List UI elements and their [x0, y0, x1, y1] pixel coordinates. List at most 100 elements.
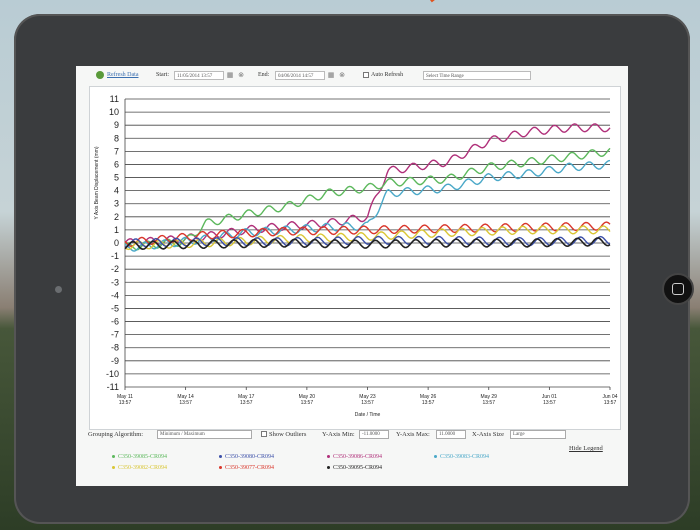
x-tick-label: May 11: [117, 394, 133, 400]
y-tick-label: 3: [114, 199, 119, 209]
legend-label: C350-39080-CR094: [225, 454, 275, 460]
grouping-label: Grouping Algorithm:: [88, 431, 144, 438]
legend-label: C350-39085-CR094: [118, 454, 168, 460]
y-axis-max-label: Y-Axis Max:: [396, 431, 430, 438]
legend-item[interactable]: C350-39086-CR094: [327, 454, 382, 460]
chart-legend: C350-39085-CR094 C350-39080-CR094 C350-390…: [76, 450, 628, 486]
y-tick-label: 10: [109, 107, 119, 117]
y-tick-label: 5: [114, 173, 119, 183]
x-tick-label: May 26: [420, 394, 437, 400]
start-label: Start:: [156, 72, 169, 78]
y-tick-label: 11: [110, 94, 119, 104]
x-tick-label: 13:57: [301, 400, 314, 406]
legend-item[interactable]: C350-39082-CR094: [112, 465, 167, 471]
y-tick-label: -8: [111, 343, 119, 353]
y-tick-label: -10: [106, 369, 119, 379]
app-screen: Refresh Data Start: 11/05/2014 13:57 ▦ ⊗…: [76, 66, 628, 486]
legend-item[interactable]: C350-39077-CR094: [219, 465, 274, 471]
x-tick-label: 13:57: [604, 400, 617, 406]
y-tick-label: -1: [111, 251, 119, 261]
end-date-input[interactable]: 04/06/2014 14:57: [275, 71, 325, 80]
legend-label: C350-39083-CR094: [440, 454, 490, 460]
legend-item[interactable]: C350-39080-CR094: [219, 454, 274, 460]
series-line: [124, 123, 611, 247]
y-tick-label: -4: [111, 290, 119, 300]
y-tick-label: -7: [111, 330, 119, 340]
x-tick-label: May 29: [481, 394, 498, 400]
y-tick-label: 9: [114, 120, 119, 130]
y-tick-label: -5: [111, 303, 119, 313]
y-tick-label: 7: [114, 146, 119, 156]
legend-dot: [327, 466, 330, 470]
toolbar: Refresh Data Start: 11/05/2014 13:57 ▦ ⊗…: [76, 66, 628, 86]
end-label: End:: [258, 72, 270, 78]
legend-item[interactable]: C350-39095-CR094: [327, 465, 382, 471]
auto-refresh-checkbox[interactable]: [363, 72, 369, 78]
legend-label: C350-39077-CR094: [225, 465, 275, 471]
series-line: [124, 159, 611, 252]
x-tick-label: May 14: [177, 394, 194, 400]
auto-refresh-label: Auto Refresh: [371, 72, 404, 78]
y-tick-label: 8: [114, 133, 119, 143]
chart-frame: 11 10 9 8 7 6 5 4 3 2 1 0 -1 -2 -3 -4 -5 -6 -7 -8 -9 -10 -11 Ma…: [89, 86, 621, 430]
legend-item[interactable]: C350-39083-CR094: [434, 454, 489, 460]
x-tick-label: May 17: [238, 394, 255, 400]
home-button[interactable]: [662, 273, 694, 305]
y-axis-max-input[interactable]: 11.0000: [436, 430, 466, 439]
y-tick-label: -2: [111, 264, 119, 274]
calendar-icon[interactable]: ▦: [327, 71, 335, 79]
clear-icon[interactable]: ⊗: [238, 71, 244, 79]
refresh-data-button[interactable]: Refresh Data: [107, 72, 139, 78]
calendar-icon[interactable]: ▦: [226, 71, 234, 79]
x-tick-label: May 23: [359, 394, 376, 400]
legend-dot: [434, 455, 437, 459]
legend-dot: [219, 466, 222, 470]
x-tick-label: May 20: [299, 394, 316, 400]
legend-dot: [112, 466, 115, 470]
y-tick-label: 4: [114, 186, 119, 196]
y-tick-label: -3: [111, 277, 119, 287]
y-tick-label: 0: [114, 238, 119, 248]
y-tick-label: 6: [114, 159, 119, 169]
refresh-icon[interactable]: [96, 71, 104, 79]
legend-label: C350-39086-CR094: [333, 454, 383, 460]
series-line: [124, 225, 611, 251]
start-date-input[interactable]: 11/05/2014 13:57: [174, 71, 224, 80]
x-tick-label: 13:57: [422, 400, 435, 406]
hide-legend-link[interactable]: Hide Legend: [569, 445, 603, 452]
background-orange-line: [430, 0, 464, 3]
legend-label: C350-39082-CR094: [118, 465, 168, 471]
x-tick-label: 13:57: [482, 400, 495, 406]
x-tick-label: 13:57: [119, 400, 132, 406]
x-tick-label: 13:57: [240, 400, 253, 406]
x-tick-label: Jun 04: [602, 394, 617, 400]
legend-dot: [327, 455, 330, 459]
legend-dot: [219, 455, 222, 459]
legend-item[interactable]: C350-39085-CR094: [112, 454, 167, 460]
x-tick-label: 13:57: [179, 400, 192, 406]
show-outliers-label: Show Outliers: [269, 431, 307, 438]
y-tick-label: -11: [107, 382, 119, 392]
y-axis-min-input[interactable]: -11.0000: [359, 430, 389, 439]
legend-dot: [112, 455, 115, 459]
x-tick-label: 13:57: [543, 400, 556, 406]
y-tick-label: 1: [114, 225, 119, 235]
camera-icon: [55, 286, 62, 293]
grouping-select[interactable]: Minimum / Maximum: [157, 430, 252, 439]
y-tick-label: 2: [114, 212, 119, 222]
clear-icon[interactable]: ⊗: [339, 71, 345, 79]
x-tick-label: 13:57: [361, 400, 374, 406]
displacement-chart: 11109876543210-1-2-3-4-5-6-7-8-9-10-11Ma…: [94, 94, 618, 418]
x-axis-size-label: X-Axis Size: [472, 431, 504, 438]
legend-label: C350-39095-CR094: [333, 465, 383, 471]
series-line: [124, 221, 611, 248]
x-axis-size-select[interactable]: Large: [510, 430, 566, 439]
y-tick-label: -6: [111, 317, 119, 327]
series-line: [124, 237, 611, 250]
y-axis-label: Y Axis Beam Displacement (mm): [94, 146, 100, 219]
x-axis-label: Date / Time: [355, 412, 381, 418]
show-outliers-checkbox[interactable]: [261, 431, 267, 437]
x-tick-label: Jun 01: [542, 394, 557, 400]
series-line: [124, 147, 611, 251]
time-range-select[interactable]: Select Time Range: [423, 71, 531, 80]
